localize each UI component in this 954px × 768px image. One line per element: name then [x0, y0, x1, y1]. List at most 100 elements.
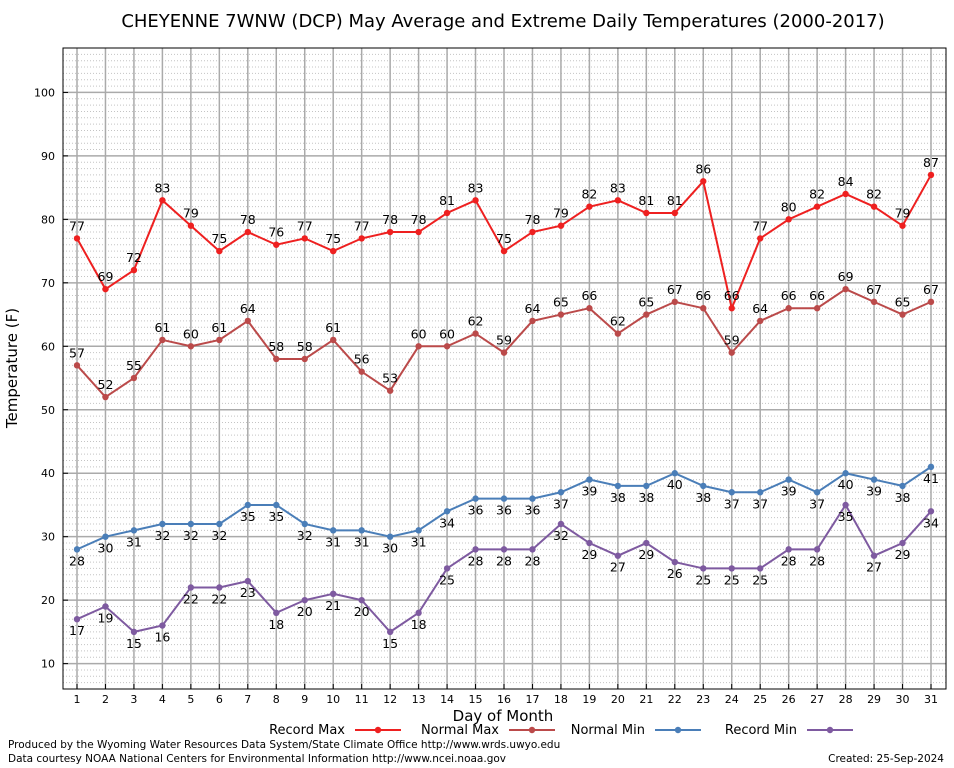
data-label-record-min: 27 [866, 560, 882, 575]
data-point-normal-max [273, 355, 280, 363]
data-point-record-min [273, 609, 280, 617]
data-label-normal-max: 60 [183, 326, 199, 341]
data-label-record-min: 25 [695, 572, 711, 587]
data-label-normal-max: 67 [667, 282, 683, 297]
data-point-normal-max [73, 362, 81, 369]
x-tick-label: 1 [74, 693, 81, 706]
data-label-normal-max: 60 [439, 326, 455, 341]
data-point-record-max [130, 266, 138, 274]
data-point-record-max [927, 171, 935, 179]
data-point-record-max [244, 228, 251, 236]
data-point-record-min [358, 596, 365, 604]
data-point-normal-max [130, 374, 138, 382]
data-point-normal-min [443, 508, 451, 515]
data-point-record-max [159, 197, 166, 204]
data-label-normal-min: 30 [98, 541, 114, 556]
y-tick-label: 50 [41, 404, 55, 417]
data-label-normal-min: 39 [781, 484, 797, 499]
data-point-normal-min [187, 520, 195, 528]
data-label-normal-max: 61 [211, 320, 227, 335]
data-label-normal-min: 31 [325, 534, 341, 549]
data-label-record-max: 86 [695, 161, 711, 176]
data-point-record-min [757, 565, 764, 572]
data-point-normal-max [415, 343, 422, 350]
x-tick-label: 26 [782, 693, 796, 706]
x-tick-label: 11 [355, 693, 369, 706]
data-point-normal-min [102, 533, 109, 540]
data-label-record-min: 20 [354, 604, 370, 619]
x-tick-label: 19 [582, 693, 596, 706]
data-point-record-min [557, 520, 565, 528]
data-point-record-max [500, 247, 508, 255]
data-label-normal-max: 66 [809, 288, 825, 303]
legend-label-record-min: Record Min [725, 723, 797, 738]
data-point-record-max [728, 305, 735, 312]
data-point-record-min [244, 577, 251, 585]
data-point-record-min [415, 609, 422, 617]
data-point-normal-min [614, 482, 622, 490]
data-label-record-max: 75 [325, 231, 341, 246]
data-point-normal-max [102, 393, 109, 401]
data-point-record-min [870, 552, 878, 559]
data-point-normal-max [187, 343, 195, 350]
data-label-record-min: 27 [610, 560, 626, 575]
data-label-record-min: 35 [838, 509, 854, 524]
data-label-normal-max: 65 [895, 295, 911, 310]
data-point-normal-max [643, 311, 650, 318]
data-label-record-max: 75 [496, 231, 512, 246]
data-label-normal-max: 60 [411, 326, 427, 341]
y-tick-label: 40 [41, 467, 55, 480]
data-label-normal-min: 38 [638, 490, 654, 505]
legend-marker-record-max [374, 726, 382, 734]
data-label-record-max: 77 [354, 218, 370, 233]
grid [63, 47, 946, 690]
x-tick-label: 25 [753, 693, 767, 706]
data-label-record-max: 82 [581, 187, 597, 202]
data-point-normal-max [842, 285, 849, 293]
series-normal-max: 57 52 55 61 60 61 64 58 58 61 56 53 60 60 62 59 64 65 66 62… [69, 269, 939, 401]
data-point-record-max [842, 190, 849, 198]
data-point-record-max [443, 209, 451, 217]
data-label-normal-max: 64 [752, 301, 768, 316]
x-tick-label: 30 [896, 693, 910, 706]
data-label-record-min: 29 [638, 547, 654, 562]
data-label-normal-max: 55 [126, 358, 142, 373]
data-point-record-max [386, 228, 394, 236]
data-point-normal-min [671, 470, 678, 477]
data-point-normal-max [813, 305, 821, 312]
data-label-record-max: 83 [468, 180, 484, 195]
x-tick-label: 29 [867, 693, 881, 706]
data-point-record-max [187, 222, 195, 229]
data-point-record-min [643, 539, 650, 547]
data-label-normal-min: 39 [581, 484, 597, 499]
legend-marker-normal-min [674, 726, 682, 734]
data-point-normal-min [643, 482, 650, 490]
data-point-normal-min [73, 546, 81, 553]
data-label-normal-min: 37 [809, 496, 825, 511]
data-point-normal-max [757, 317, 764, 325]
legend-label-normal-min: Normal Min [571, 723, 645, 738]
legend-label-record-max: Record Max [269, 723, 345, 738]
data-label-normal-min: 35 [268, 509, 284, 524]
data-label-normal-max: 61 [325, 320, 341, 335]
x-tick-label: 2 [102, 693, 109, 706]
data-point-normal-min [842, 470, 849, 477]
data-label-normal-min: 37 [553, 496, 569, 511]
data-label-record-max: 77 [297, 218, 313, 233]
data-label-record-max: 79 [895, 206, 911, 221]
x-tick-label: 28 [839, 693, 853, 706]
data-label-record-min: 25 [724, 572, 740, 587]
data-label-record-max: 77 [69, 218, 85, 233]
data-point-normal-max [700, 305, 707, 312]
chart-title: CHEYENNE 7WNW (DCP) May Average and Extr… [121, 11, 884, 32]
data-label-record-max: 66 [724, 288, 740, 303]
data-point-normal-min [386, 533, 394, 540]
data-label-record-min: 28 [781, 553, 797, 568]
data-label-record-min: 17 [69, 623, 85, 638]
data-point-normal-max [330, 336, 337, 344]
data-point-normal-max [386, 387, 394, 394]
data-label-record-max: 79 [183, 206, 199, 221]
x-tick-label: 23 [696, 693, 710, 706]
legend-item-normal-min: Normal Min [571, 723, 701, 738]
data-point-normal-max [529, 317, 536, 325]
